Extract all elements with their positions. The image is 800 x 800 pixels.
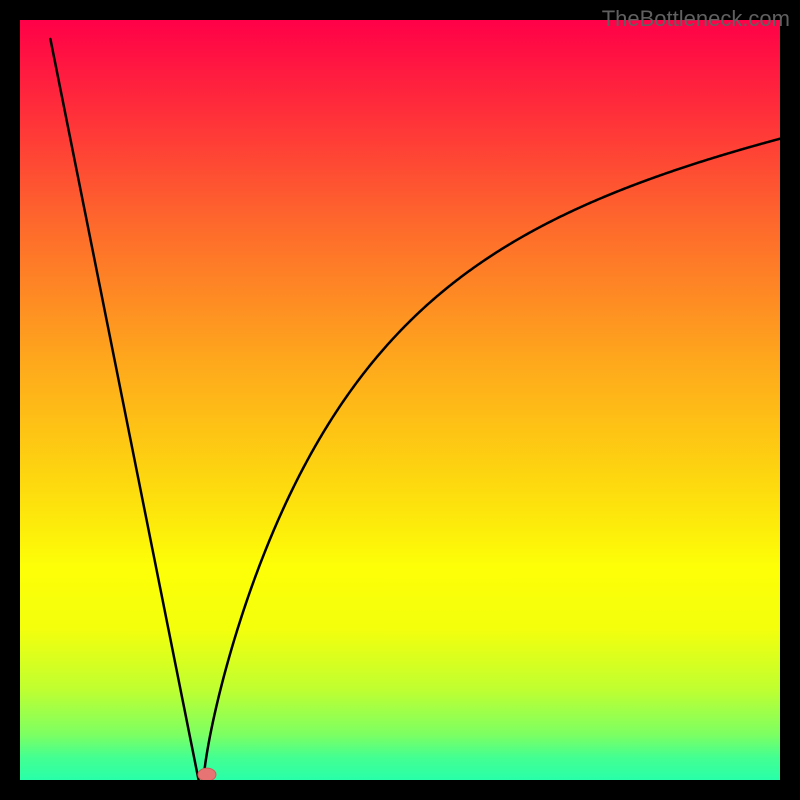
bottleneck-chart-svg [0,0,800,800]
gradient-background [20,20,780,780]
chart-stage: TheBottleneck.com [0,0,800,800]
minimum-marker [198,768,216,781]
